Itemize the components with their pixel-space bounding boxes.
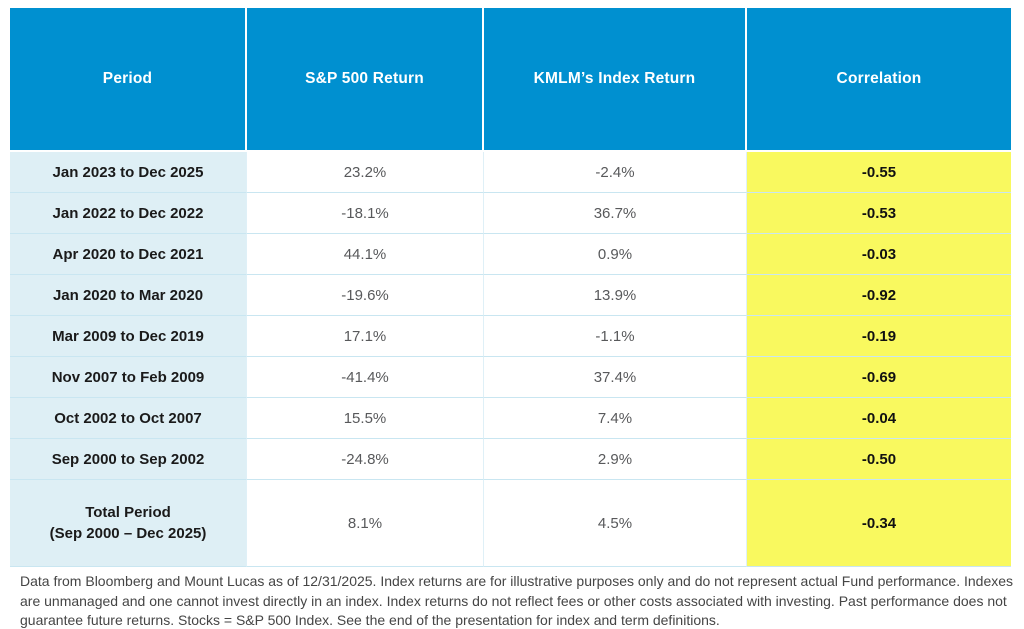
kmlm-return-cell: -1.1% (484, 316, 747, 357)
sp500-return-cell: -19.6% (247, 275, 484, 316)
sp500-return-cell: 17.1% (247, 316, 484, 357)
column-header-kmlm-index-return: KMLM’s Index Return (484, 8, 747, 150)
kmlm-return-cell: 13.9% (484, 275, 747, 316)
period-cell: Jan 2020 to Mar 2020 (10, 275, 247, 316)
table-row: Sep 2000 to Sep 2002 -24.8% 2.9% -0.50 (10, 439, 1011, 480)
kmlm-return-cell: 7.4% (484, 398, 747, 439)
sp500-return-cell: -41.4% (247, 357, 484, 398)
correlation-cell: -0.69 (747, 357, 1011, 398)
correlation-cell: -0.92 (747, 275, 1011, 316)
period-cell-total: Total Period (Sep 2000 – Dec 2025) (10, 480, 247, 567)
total-period-range: (Sep 2000 – Dec 2025) (49, 525, 207, 542)
period-cell: Nov 2007 to Feb 2009 (10, 357, 247, 398)
column-header-period: Period (10, 8, 247, 150)
correlation-cell: -0.50 (747, 439, 1011, 480)
correlation-cell: -0.04 (747, 398, 1011, 439)
period-cell: Apr 2020 to Dec 2021 (10, 234, 247, 275)
table-row: Jan 2020 to Mar 2020 -19.6% 13.9% -0.92 (10, 275, 1011, 316)
table-row: Apr 2020 to Dec 2021 44.1% 0.9% -0.03 (10, 234, 1011, 275)
sp500-return-cell: -24.8% (247, 439, 484, 480)
sp500-return-cell: 23.2% (247, 152, 484, 193)
sp500-return-cell: -18.1% (247, 193, 484, 234)
kmlm-return-cell: -2.4% (484, 152, 747, 193)
table-row-total: Total Period (Sep 2000 – Dec 2025) 8.1% … (10, 480, 1011, 567)
kmlm-return-cell: 2.9% (484, 439, 747, 480)
table-row: Oct 2002 to Oct 2007 15.5% 7.4% -0.04 (10, 398, 1011, 439)
table-header-row: Period S&P 500 Return KMLM’s Index Retur… (10, 8, 1011, 152)
period-cell: Sep 2000 to Sep 2002 (10, 439, 247, 480)
correlation-cell: -0.03 (747, 234, 1011, 275)
kmlm-return-cell: 37.4% (484, 357, 747, 398)
sp500-return-cell: 44.1% (247, 234, 484, 275)
correlation-cell: -0.19 (747, 316, 1011, 357)
correlation-cell: -0.55 (747, 152, 1011, 193)
sp500-return-cell: 15.5% (247, 398, 484, 439)
total-period-label: Total Period (85, 504, 171, 521)
column-header-sp500-return: S&P 500 Return (247, 8, 484, 150)
table-row: Jan 2023 to Dec 2025 23.2% -2.4% -0.55 (10, 152, 1011, 193)
kmlm-return-cell: 36.7% (484, 193, 747, 234)
column-header-correlation: Correlation (747, 8, 1011, 150)
sp500-return-cell: 8.1% (247, 480, 484, 567)
period-cell: Jan 2022 to Dec 2022 (10, 193, 247, 234)
kmlm-return-cell: 0.9% (484, 234, 747, 275)
period-cell: Mar 2009 to Dec 2019 (10, 316, 247, 357)
disclosure-footnote: Data from Bloomberg and Mount Lucas as o… (20, 573, 1014, 629)
kmlm-return-cell: 4.5% (484, 480, 747, 567)
period-cell: Oct 2002 to Oct 2007 (10, 398, 247, 439)
correlation-table: Period S&P 500 Return KMLM’s Index Retur… (10, 8, 1011, 567)
table-row: Mar 2009 to Dec 2019 17.1% -1.1% -0.19 (10, 316, 1011, 357)
period-cell: Jan 2023 to Dec 2025 (10, 152, 247, 193)
table-row: Jan 2022 to Dec 2022 -18.1% 36.7% -0.53 (10, 193, 1011, 234)
correlation-cell: -0.53 (747, 193, 1011, 234)
table-row: Nov 2007 to Feb 2009 -41.4% 37.4% -0.69 (10, 357, 1011, 398)
correlation-cell: -0.34 (747, 480, 1011, 567)
